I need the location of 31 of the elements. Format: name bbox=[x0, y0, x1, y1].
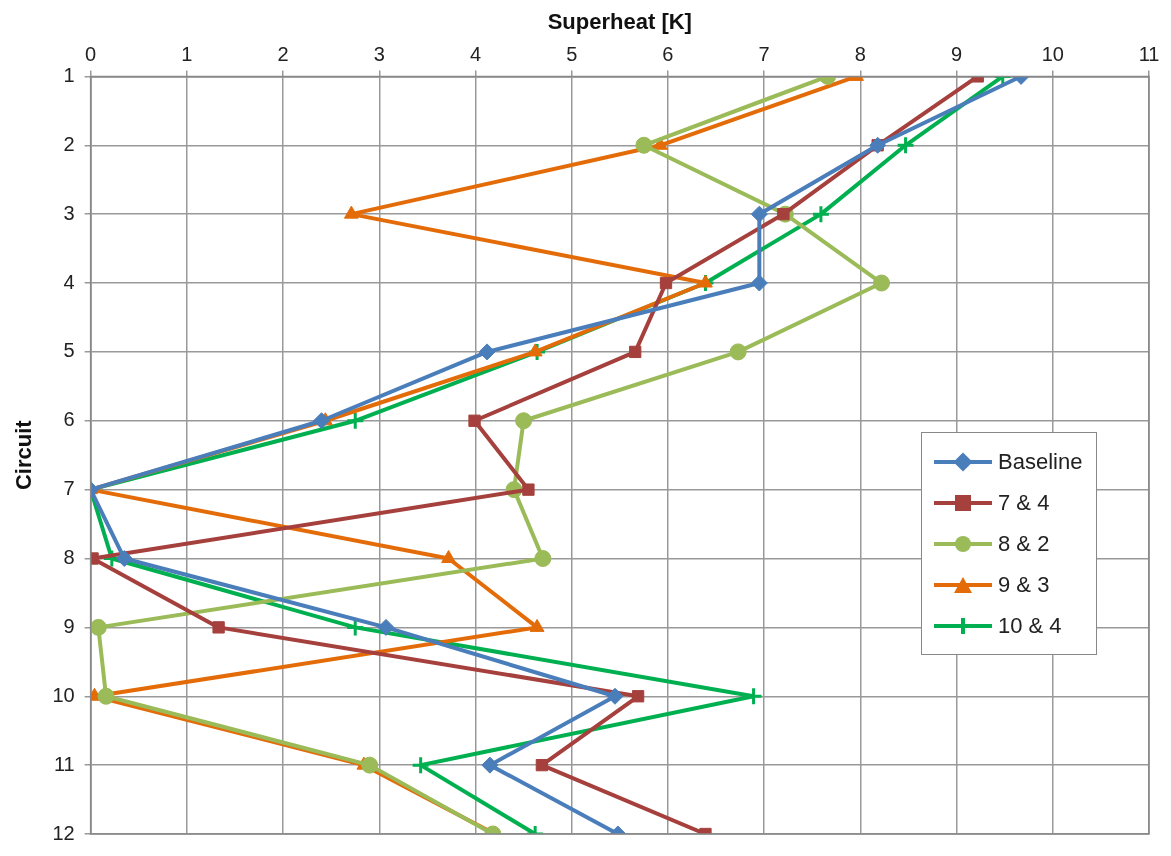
x-tick-label: 2 bbox=[277, 42, 289, 65]
legend-label: 8 & 2 bbox=[998, 530, 1050, 557]
x-tick-label: 4 bbox=[469, 42, 482, 65]
y-tick-label: 1 bbox=[63, 63, 75, 86]
y-tick-label: 10 bbox=[52, 683, 75, 706]
legend-label: 7 & 4 bbox=[998, 489, 1050, 516]
x-tick-label: 1 bbox=[181, 42, 193, 65]
y-tick-label: 5 bbox=[63, 339, 75, 362]
y-tick-label: 9 bbox=[63, 614, 75, 637]
x-tick-label: 11 bbox=[1138, 42, 1160, 65]
y-tick-label: 7 bbox=[63, 477, 75, 500]
y-tick-label: 6 bbox=[63, 408, 75, 431]
x-tick-label: 5 bbox=[566, 42, 578, 65]
x-tick-label: 7 bbox=[758, 42, 770, 65]
y-tick-label: 12 bbox=[52, 821, 75, 844]
legend-label: 9 & 3 bbox=[998, 571, 1050, 598]
x-tick-label: 6 bbox=[662, 42, 674, 65]
x-tick-label: 10 bbox=[1041, 42, 1064, 65]
x-axis-title: Superheat [K] bbox=[547, 9, 692, 35]
x-tick-label: 0 bbox=[85, 42, 97, 65]
legend-label: Baseline bbox=[998, 448, 1083, 475]
x-tick-label: 8 bbox=[854, 42, 866, 65]
y-tick-label: 3 bbox=[63, 201, 75, 224]
y-tick-label: 11 bbox=[53, 752, 75, 775]
y-axis-title: Circuit bbox=[11, 419, 37, 491]
y-tick-label: 2 bbox=[63, 132, 75, 155]
x-tick-label: 9 bbox=[951, 42, 963, 65]
legend-label: 10 & 4 bbox=[998, 612, 1062, 639]
y-tick-label: 8 bbox=[63, 546, 75, 569]
x-tick-label: 3 bbox=[373, 42, 385, 65]
y-tick-label: 4 bbox=[63, 270, 75, 293]
